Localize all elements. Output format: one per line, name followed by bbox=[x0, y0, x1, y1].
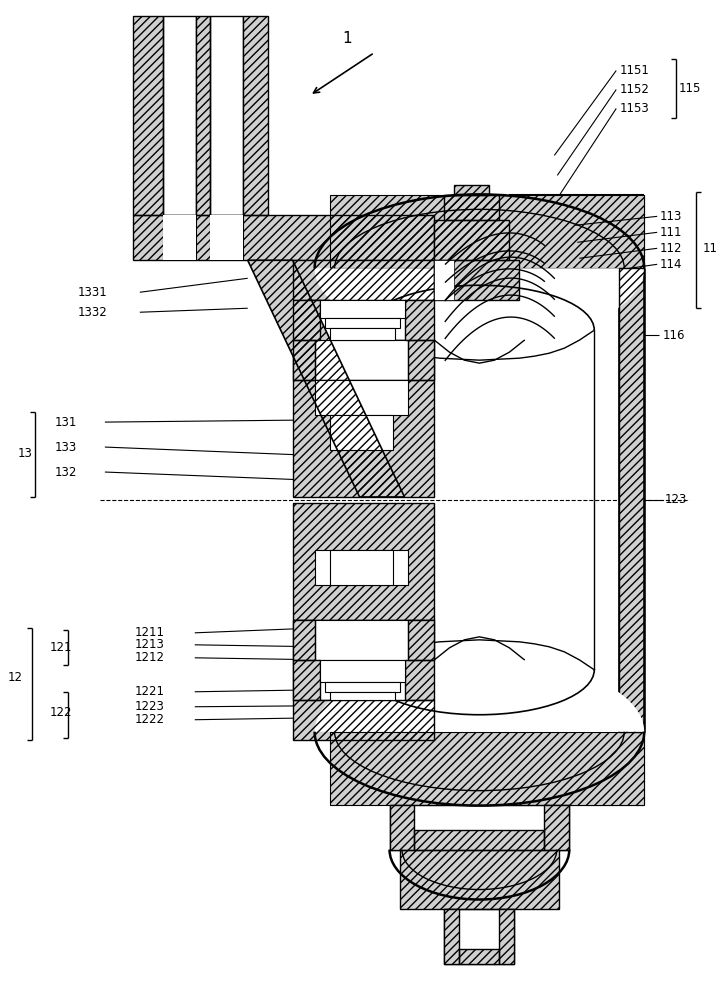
Text: 133: 133 bbox=[55, 441, 77, 454]
Polygon shape bbox=[454, 185, 490, 195]
Text: 121: 121 bbox=[50, 641, 73, 654]
Polygon shape bbox=[292, 300, 320, 340]
Polygon shape bbox=[444, 909, 514, 964]
Text: 122: 122 bbox=[50, 706, 73, 719]
Polygon shape bbox=[330, 328, 395, 340]
Polygon shape bbox=[434, 220, 509, 260]
Polygon shape bbox=[400, 850, 559, 909]
Text: 12: 12 bbox=[8, 671, 23, 684]
Polygon shape bbox=[325, 318, 400, 328]
Text: 1221: 1221 bbox=[135, 685, 165, 698]
Polygon shape bbox=[500, 909, 514, 964]
Text: 1152: 1152 bbox=[619, 83, 649, 96]
Polygon shape bbox=[434, 260, 454, 300]
Text: 1331: 1331 bbox=[78, 286, 108, 299]
Text: 115: 115 bbox=[679, 82, 701, 95]
Text: 1: 1 bbox=[343, 31, 352, 46]
Polygon shape bbox=[330, 692, 395, 700]
Polygon shape bbox=[459, 949, 500, 964]
Polygon shape bbox=[163, 16, 196, 215]
Polygon shape bbox=[444, 909, 459, 964]
Polygon shape bbox=[292, 300, 434, 340]
Polygon shape bbox=[320, 660, 405, 682]
Polygon shape bbox=[196, 16, 210, 215]
Polygon shape bbox=[390, 805, 570, 850]
Text: 123: 123 bbox=[664, 493, 687, 506]
Polygon shape bbox=[292, 340, 315, 380]
Polygon shape bbox=[415, 830, 544, 850]
Polygon shape bbox=[163, 215, 196, 260]
Polygon shape bbox=[434, 260, 519, 300]
Polygon shape bbox=[408, 620, 434, 660]
Polygon shape bbox=[405, 300, 434, 340]
Polygon shape bbox=[292, 620, 315, 660]
Polygon shape bbox=[330, 195, 644, 268]
Polygon shape bbox=[315, 340, 408, 380]
Polygon shape bbox=[619, 268, 644, 732]
Polygon shape bbox=[292, 660, 434, 700]
Polygon shape bbox=[292, 503, 434, 620]
Text: 132: 132 bbox=[55, 466, 77, 479]
Text: 1213: 1213 bbox=[135, 638, 165, 651]
Polygon shape bbox=[248, 260, 405, 497]
Text: 1151: 1151 bbox=[619, 64, 649, 77]
Polygon shape bbox=[210, 16, 243, 215]
Polygon shape bbox=[292, 620, 434, 660]
Polygon shape bbox=[292, 380, 434, 497]
Polygon shape bbox=[292, 700, 434, 740]
Text: 11: 11 bbox=[703, 242, 718, 255]
Polygon shape bbox=[315, 658, 644, 732]
Text: 1212: 1212 bbox=[135, 651, 165, 664]
Text: 1153: 1153 bbox=[619, 102, 649, 115]
Polygon shape bbox=[315, 620, 408, 660]
Polygon shape bbox=[444, 195, 500, 220]
Polygon shape bbox=[320, 300, 405, 318]
Polygon shape bbox=[325, 682, 400, 692]
Polygon shape bbox=[330, 732, 644, 805]
Polygon shape bbox=[315, 268, 644, 342]
Text: 13: 13 bbox=[18, 447, 33, 460]
Polygon shape bbox=[544, 805, 570, 850]
Text: 114: 114 bbox=[660, 258, 682, 271]
Polygon shape bbox=[315, 380, 408, 415]
Polygon shape bbox=[292, 660, 320, 700]
Polygon shape bbox=[292, 260, 434, 300]
Text: 1211: 1211 bbox=[135, 626, 165, 639]
Polygon shape bbox=[390, 805, 415, 850]
Polygon shape bbox=[330, 732, 644, 805]
Text: 116: 116 bbox=[662, 329, 685, 342]
Text: 1332: 1332 bbox=[78, 306, 108, 319]
Polygon shape bbox=[292, 340, 434, 380]
Polygon shape bbox=[315, 550, 408, 585]
Polygon shape bbox=[132, 215, 434, 260]
Polygon shape bbox=[243, 16, 268, 215]
Polygon shape bbox=[330, 195, 644, 268]
Polygon shape bbox=[210, 215, 243, 260]
Text: 111: 111 bbox=[660, 226, 682, 239]
Polygon shape bbox=[330, 550, 392, 585]
Text: 1222: 1222 bbox=[135, 713, 165, 726]
Polygon shape bbox=[330, 415, 392, 450]
Text: 1223: 1223 bbox=[135, 700, 165, 713]
Polygon shape bbox=[405, 660, 434, 700]
Polygon shape bbox=[132, 16, 163, 215]
Text: 112: 112 bbox=[660, 242, 682, 255]
Text: 113: 113 bbox=[660, 210, 682, 223]
Text: 131: 131 bbox=[55, 416, 77, 429]
Polygon shape bbox=[408, 340, 434, 380]
